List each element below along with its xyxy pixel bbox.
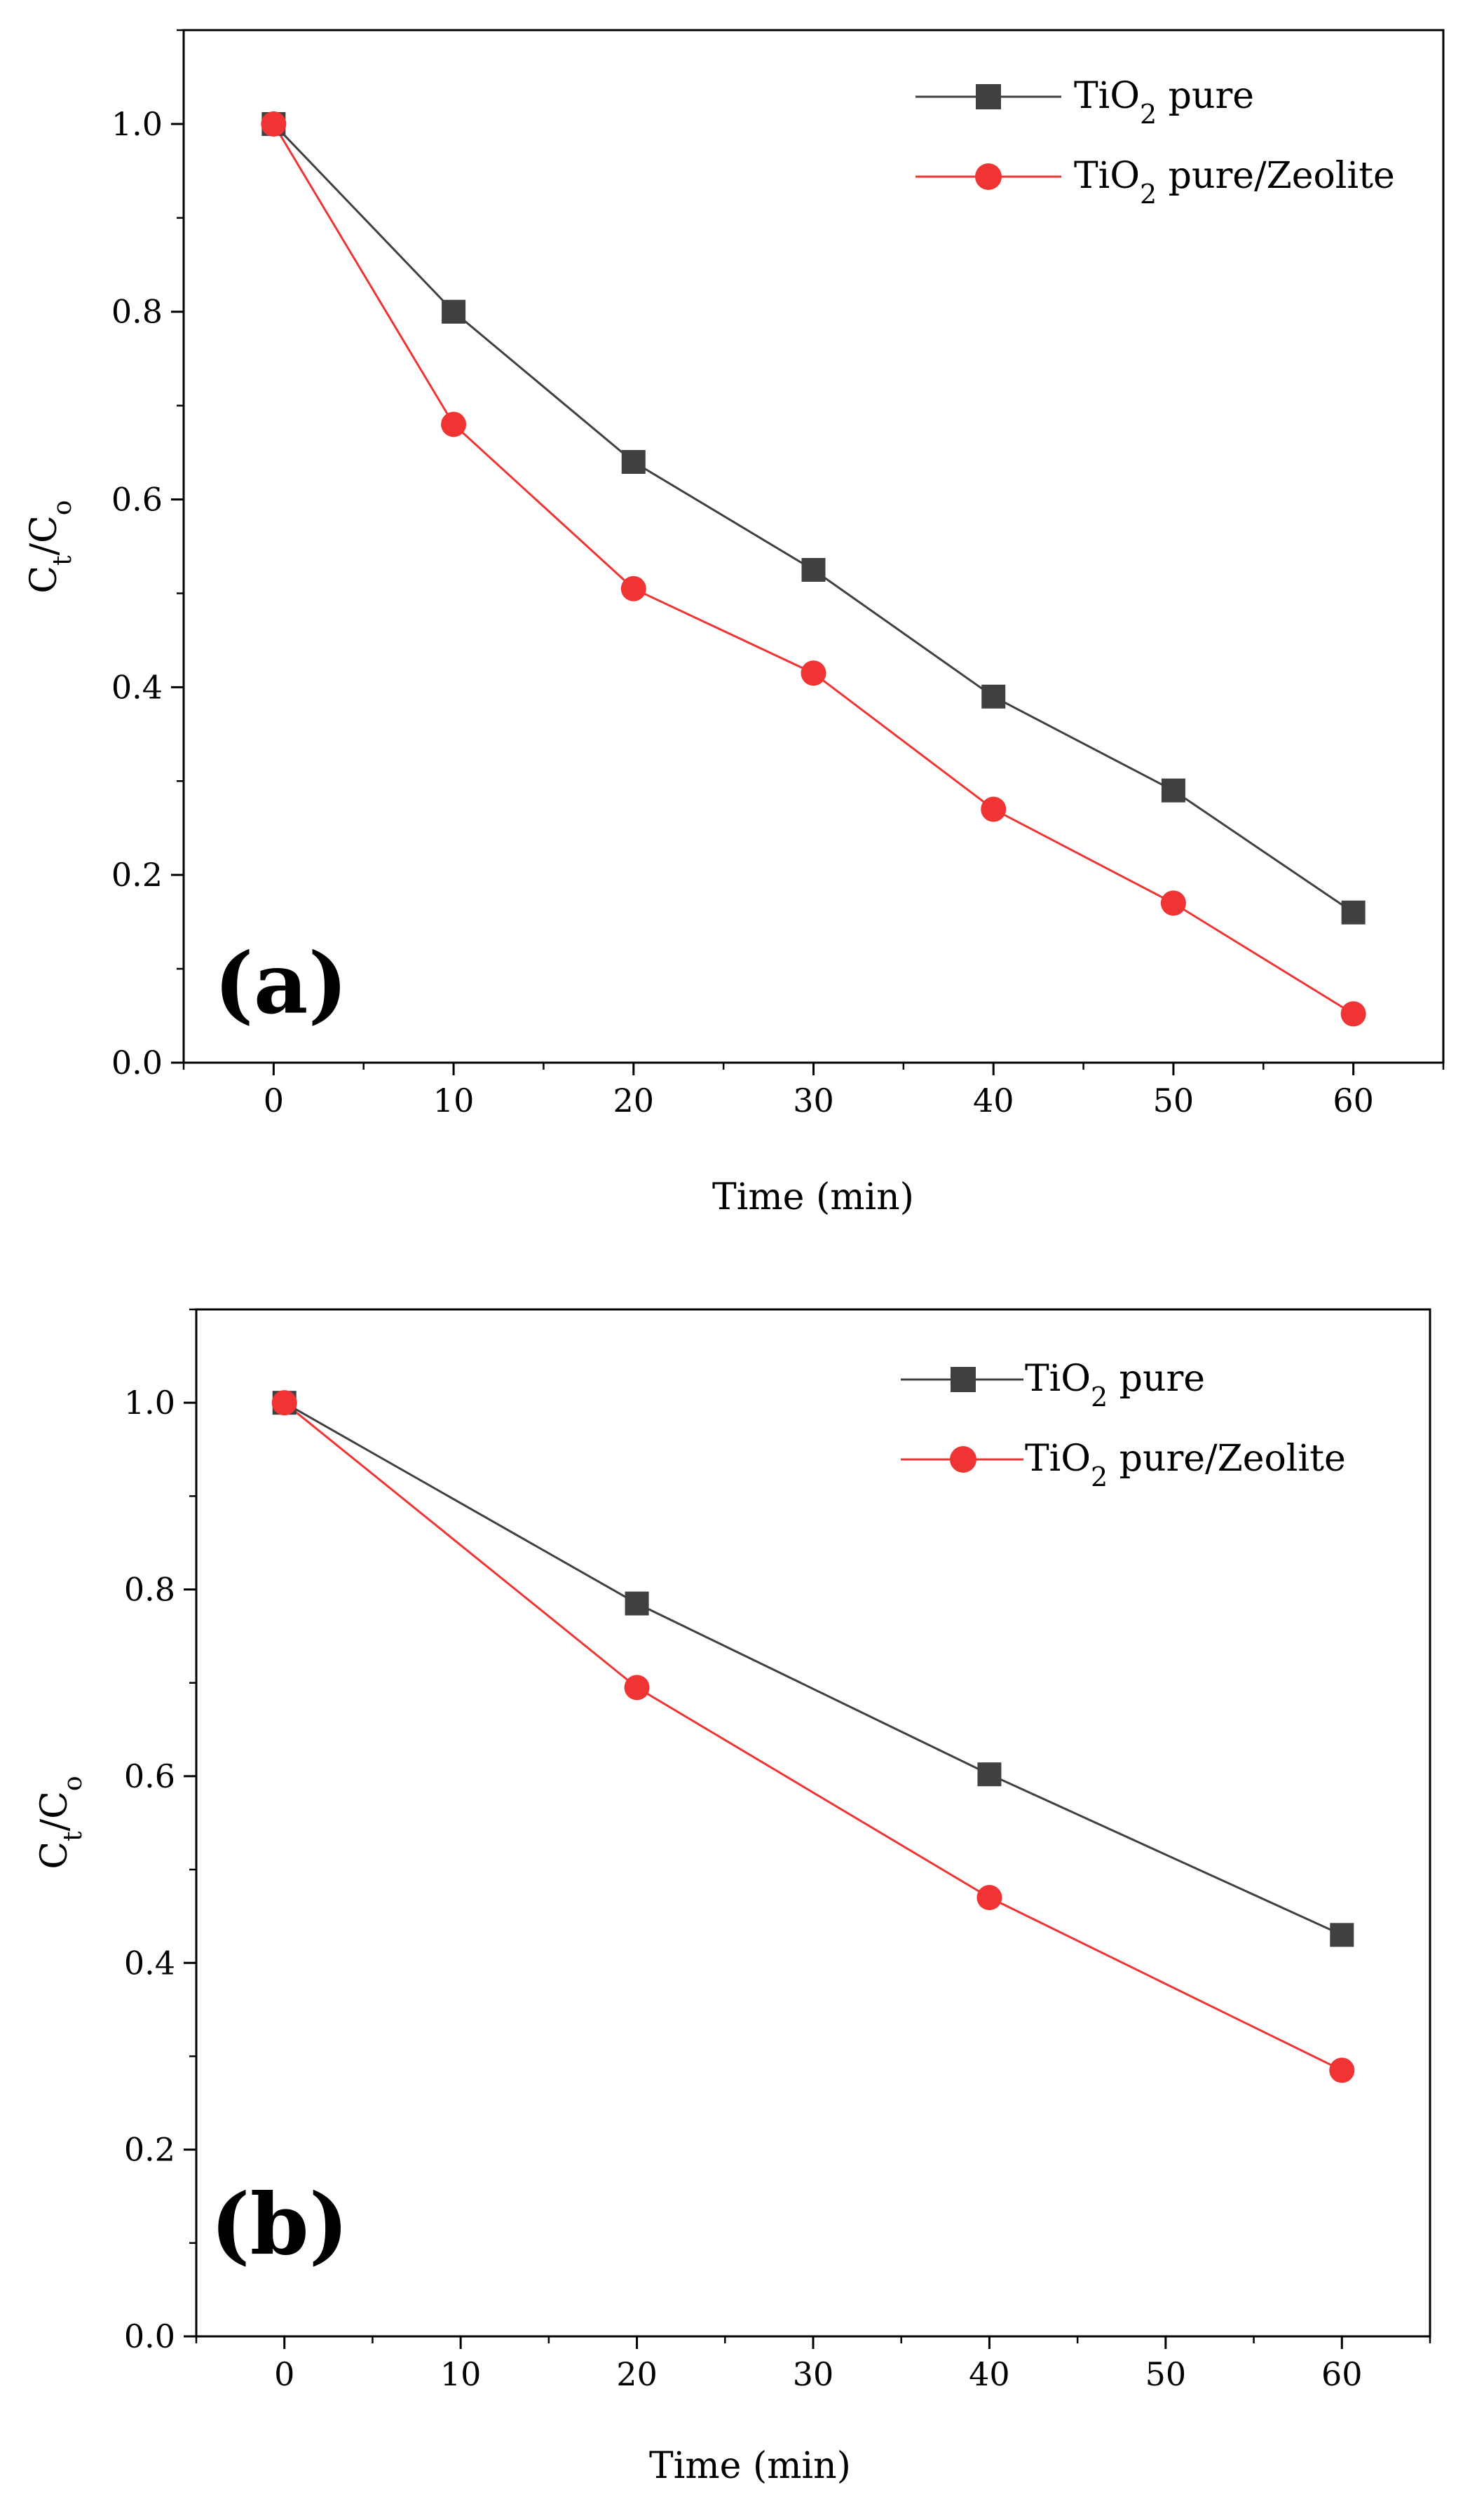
x-tick-label: 50 [1153, 1082, 1194, 1119]
legend-label-tio2-pure: TiO2 pure [1025, 1358, 1205, 1412]
data-point-tio2-pure [1161, 778, 1185, 803]
y-tick-label: 1.0 [124, 1384, 175, 1422]
y-tick-label: 0.2 [111, 856, 163, 894]
legend-marker-circle [950, 1446, 976, 1473]
y-tick-label: 0.8 [124, 1571, 175, 1609]
x-tick-label: 0 [274, 2355, 294, 2393]
y-axis-title: Ct/Co [34, 1776, 88, 1869]
legend-label-tio2-zeolite: TiO2 pure/Zeolite [1074, 155, 1395, 210]
data-point-tio2-pure [1341, 900, 1366, 925]
data-point-tio2-pure [1330, 1923, 1354, 1947]
x-tick-label: 0 [264, 1082, 284, 1119]
panel-label-b: (b) [210, 2175, 348, 2274]
x-tick-label: 40 [969, 2355, 1010, 2393]
x-tick-label: 30 [793, 1082, 834, 1119]
x-tick-label: 10 [440, 2355, 482, 2393]
legend-marker-square [976, 84, 1001, 109]
data-point-tio2-zeolite [271, 1390, 297, 1416]
x-tick-label: 40 [973, 1082, 1014, 1119]
y-tick-label: 0.0 [124, 2317, 175, 2355]
data-point-tio2-zeolite [1160, 890, 1186, 916]
data-point-tio2-zeolite [976, 1885, 1002, 1911]
x-tick-label: 10 [433, 1082, 475, 1119]
y-tick-label: 0.6 [124, 1757, 175, 1795]
data-point-tio2-zeolite [620, 575, 646, 601]
data-point-tio2-zeolite [1329, 2057, 1355, 2083]
legend: TiO2 pure TiO2 pure/Zeolite [915, 75, 1395, 210]
legend-item-tio2-zeolite: TiO2 pure/Zeolite [915, 155, 1395, 210]
data-point-tio2-pure [977, 1762, 1002, 1787]
legend-marker-square [951, 1367, 976, 1392]
y-tick-label: 0.2 [124, 2131, 175, 2169]
data-point-tio2-pure [625, 1591, 649, 1616]
data-point-tio2-zeolite [261, 111, 287, 137]
legend-item-tio2-zeolite: TiO2 pure/Zeolite [901, 1438, 1346, 1492]
y-tick-label: 0.6 [111, 481, 163, 519]
data-point-tio2-zeolite [981, 796, 1007, 822]
y-tick-label: 0.4 [111, 668, 163, 706]
legend-item-tio2-pure: TiO2 pure [901, 1358, 1205, 1412]
chart-panel-b: 0.0 0.2 0.4 0.6 0.8 1.0 0 10 20 30 40 50 60 Time (m… [34, 1308, 1431, 2487]
y-axis-title: Ct/Co [23, 500, 77, 593]
data-point-tio2-pure [981, 684, 1006, 709]
x-tick-label: 20 [616, 2355, 658, 2393]
x-axis-title: Time (min) [649, 2445, 851, 2487]
series-line-tio2-pure [283, 1401, 1342, 1936]
legend-label-tio2-zeolite: TiO2 pure/Zeolite [1025, 1438, 1346, 1492]
x-tick-label: 20 [613, 1082, 655, 1119]
x-tick-label: 30 [793, 2355, 834, 2393]
data-point-tio2-pure [801, 557, 826, 582]
data-point-tio2-zeolite [801, 660, 826, 686]
x-tick-label: 60 [1333, 1082, 1374, 1119]
legend-label-tio2-pure: TiO2 pure [1074, 75, 1254, 130]
panel-label-a: (a) [214, 934, 348, 1033]
y-tick-label: 0.0 [111, 1044, 163, 1082]
x-tick-label: 60 [1321, 2355, 1363, 2393]
data-point-tio2-pure [621, 449, 646, 474]
y-tick-label: 0.8 [111, 293, 163, 331]
legend: TiO2 pure TiO2 pure/Zeolite [901, 1358, 1346, 1492]
x-axis-title: Time (min) [712, 1176, 914, 1218]
data-point-tio2-zeolite [624, 1675, 650, 1701]
x-tick-label: 50 [1145, 2355, 1187, 2393]
legend-item-tio2-pure: TiO2 pure [915, 75, 1254, 130]
y-tick-label: 0.4 [124, 1944, 175, 1982]
legend-marker-circle [975, 163, 1002, 190]
data-point-tio2-zeolite [1340, 1001, 1366, 1027]
y-tick-label: 1.0 [111, 105, 163, 143]
data-point-tio2-zeolite [441, 411, 467, 437]
data-point-tio2-pure [442, 299, 466, 324]
series-line-tio2-zeolite [283, 1402, 1342, 2071]
